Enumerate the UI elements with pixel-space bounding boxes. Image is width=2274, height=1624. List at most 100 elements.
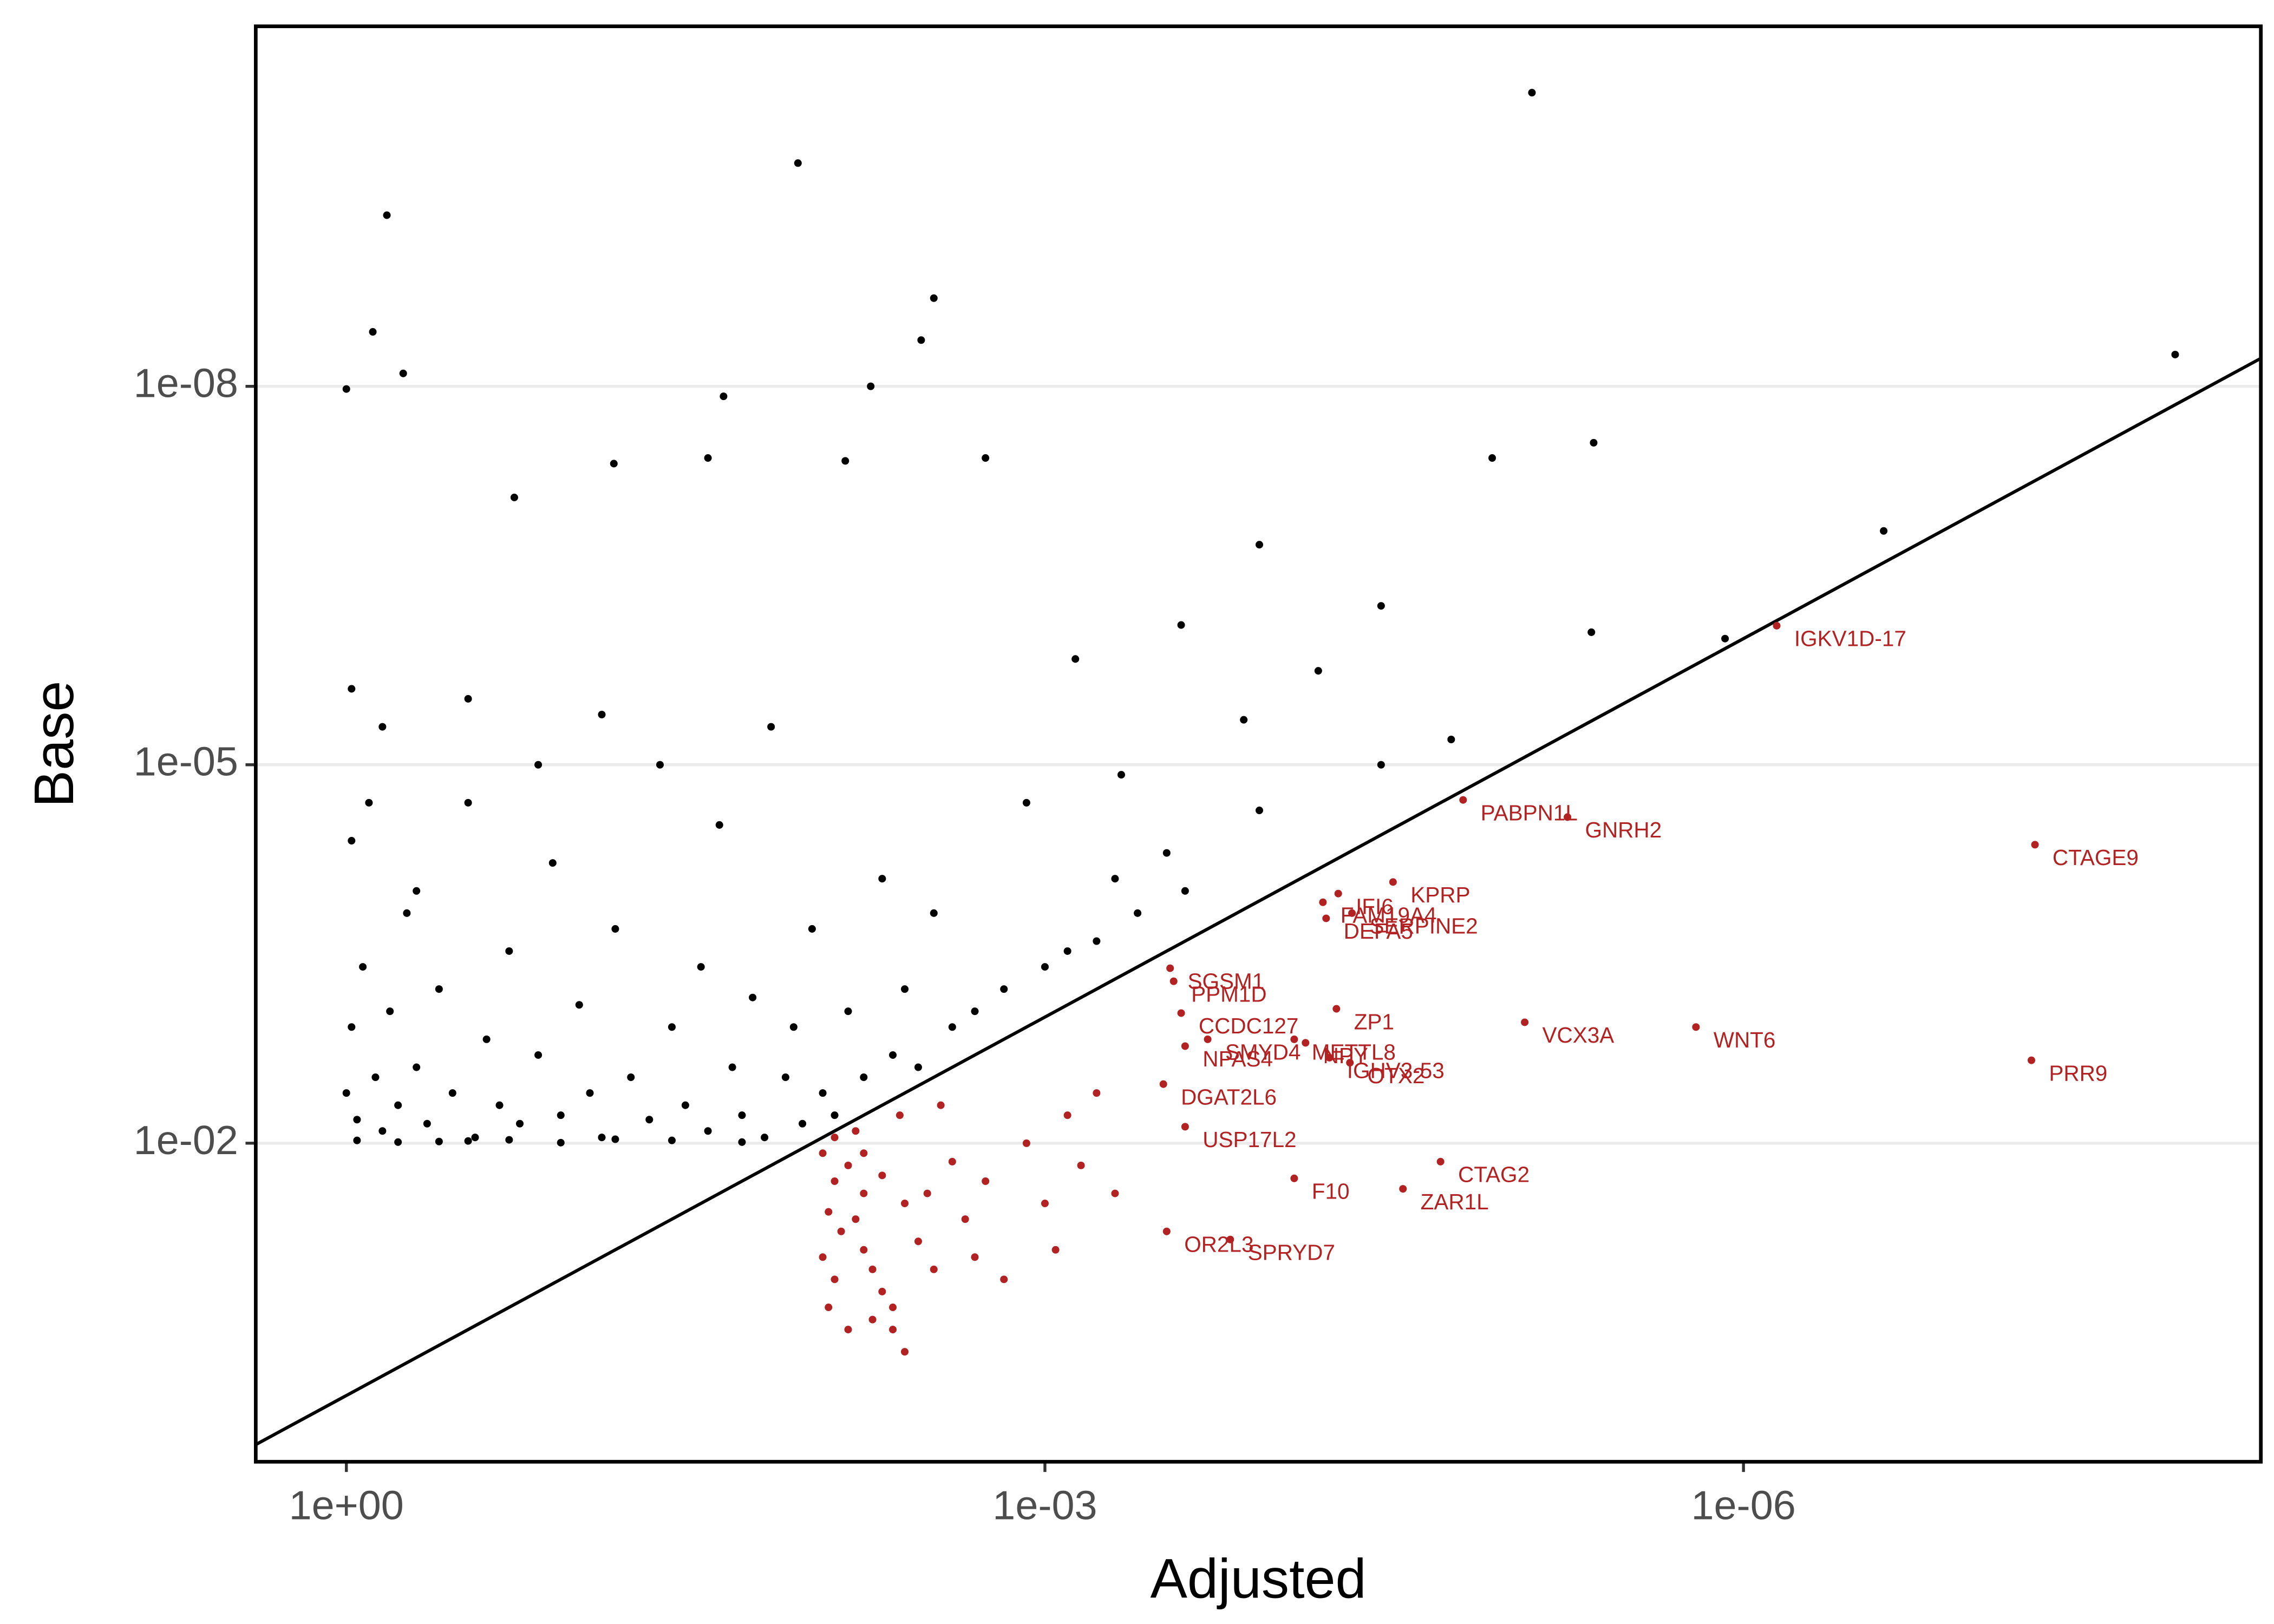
point-label: CTAGE9: [2053, 845, 2139, 870]
point: [1319, 898, 1327, 906]
point: [1590, 438, 1598, 447]
point-label: NPAS4: [1203, 1046, 1273, 1071]
point: [656, 761, 664, 769]
point: [841, 457, 850, 465]
point: [1117, 771, 1125, 779]
point-label: METTL8: [1312, 1040, 1396, 1065]
point: [1377, 761, 1385, 769]
point: [1322, 914, 1330, 922]
point-label: FAM19A4: [1341, 902, 1437, 927]
point: [1240, 716, 1248, 724]
point: [378, 723, 387, 731]
point: [464, 695, 472, 703]
point: [728, 1063, 736, 1071]
point-label: OR2L3: [1184, 1232, 1253, 1256]
point: [720, 392, 728, 401]
point: [1459, 796, 1467, 804]
x-tick-label: 1e-03: [992, 1483, 1097, 1529]
point: [1389, 878, 1397, 886]
point: [394, 1138, 402, 1146]
point-label: SPRYD7: [1248, 1240, 1335, 1265]
point: [1290, 1174, 1298, 1182]
point: [586, 1089, 594, 1097]
point: [1063, 947, 1071, 955]
point: [914, 1063, 922, 1071]
point: [831, 1275, 839, 1284]
point-label: WNT6: [1714, 1027, 1776, 1052]
point: [1134, 909, 1142, 917]
point: [495, 1101, 504, 1109]
point: [399, 369, 407, 377]
panel-border: [253, 24, 2263, 1464]
point: [598, 1134, 606, 1142]
point: [1093, 1089, 1101, 1097]
point: [738, 1138, 746, 1146]
point: [825, 1208, 833, 1216]
point: [1436, 1157, 1445, 1165]
point-label: KPRP: [1410, 882, 1470, 907]
point: [794, 159, 802, 167]
point: [1302, 1039, 1310, 1047]
point: [342, 1089, 350, 1097]
point: [1290, 1035, 1298, 1043]
point: [2171, 350, 2179, 358]
point: [627, 1073, 635, 1082]
point: [394, 1101, 402, 1109]
point-label: IGHV3-53: [1347, 1058, 1445, 1083]
point: [645, 1116, 654, 1124]
point: [1093, 937, 1101, 945]
point: [831, 1111, 839, 1119]
point: [917, 336, 925, 344]
point: [386, 1007, 394, 1016]
point: [1041, 963, 1049, 971]
point: [860, 1189, 868, 1197]
point: [365, 798, 373, 807]
point: [860, 1149, 868, 1157]
point: [831, 1134, 839, 1142]
point: [534, 761, 543, 769]
point-label: ZAR1L: [1421, 1189, 1489, 1214]
point-label: IGKV1D-17: [1794, 626, 1906, 651]
point: [369, 328, 377, 336]
point: [930, 294, 938, 302]
point: [982, 1177, 990, 1186]
point: [948, 1157, 956, 1165]
point: [888, 1051, 897, 1059]
point: [982, 454, 990, 462]
point: [1181, 1042, 1189, 1050]
point: [888, 1304, 897, 1312]
point: [1181, 1123, 1189, 1131]
y-tick-label: 1e-08: [134, 361, 238, 407]
point: [715, 821, 723, 829]
point-label: SMYD4: [1225, 1040, 1301, 1065]
point: [557, 1111, 565, 1119]
point: [1041, 1200, 1049, 1208]
y-tick-label: 1e-05: [134, 739, 238, 785]
point: [852, 1127, 860, 1135]
point: [668, 1023, 676, 1031]
point: [464, 798, 472, 807]
point: [819, 1253, 827, 1261]
point: [1377, 602, 1385, 610]
point: [1166, 964, 1174, 972]
point-label: PRR9: [2049, 1060, 2107, 1085]
point: [557, 1138, 565, 1147]
point-label: CCDC127: [1199, 1013, 1298, 1038]
point: [971, 1007, 979, 1016]
point: [2027, 1056, 2035, 1064]
point: [1000, 1275, 1008, 1284]
point: [781, 1073, 789, 1082]
x-tick-label: 1e-06: [1691, 1483, 1796, 1529]
point-label: F10: [1312, 1179, 1350, 1204]
point-label: PABPN1L: [1481, 800, 1578, 825]
point: [423, 1119, 431, 1128]
point: [1332, 1005, 1341, 1013]
point: [878, 1287, 886, 1295]
point: [681, 1101, 689, 1109]
point: [348, 685, 356, 693]
point: [1692, 1023, 1700, 1031]
point: [505, 1136, 513, 1144]
point: [611, 1135, 619, 1143]
point: [464, 1137, 472, 1145]
point: [789, 1023, 798, 1031]
